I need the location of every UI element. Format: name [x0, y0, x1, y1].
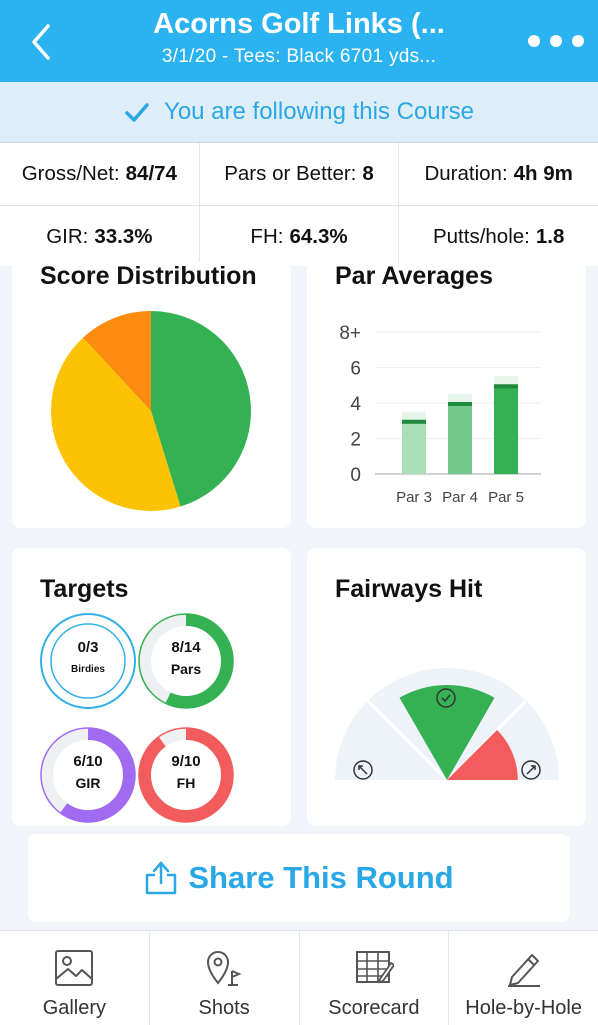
round-subtitle: 3/1/20 - Tees: Black 6701 yds...	[161, 46, 437, 67]
stats-row: GIR: 33.3% FH: 64.3% Putts/hole: 1.8	[0, 205, 598, 268]
y-tick-label: 4	[350, 394, 361, 415]
bar-range	[494, 376, 518, 386]
miss-right-icon	[521, 760, 541, 780]
target-value: 8/14	[171, 639, 201, 656]
back-button[interactable]	[24, 20, 60, 64]
checkmark-icon	[125, 103, 149, 122]
follow-text: You are following this Course	[164, 98, 474, 125]
bar-par-4	[448, 403, 472, 474]
bar-avg-marker	[448, 402, 472, 406]
target-ring-border	[40, 727, 136, 823]
fh-stat: FH: 64.3%	[198, 206, 399, 268]
round-stats: Gross/Net: 84/74 Pars or Better: 8 Duratio…	[0, 142, 598, 268]
tab-scorecard[interactable]: Scorecard	[298, 931, 449, 1025]
par-averages-title: Par Averages	[335, 262, 493, 290]
target-ring-progress	[139, 728, 233, 822]
share-label: Share This Round	[188, 860, 454, 895]
y-tick-label: 8+	[339, 323, 361, 344]
share-icon	[146, 861, 177, 895]
y-tick-label: 0	[350, 465, 361, 486]
target-label: Birdies	[71, 664, 105, 675]
target-ring-border	[138, 727, 234, 823]
course-title: Acorns Golf Links (...	[153, 8, 445, 40]
gauge-divider	[366, 699, 449, 782]
score-distribution-title: Score Distribution	[40, 262, 257, 290]
targets-rings	[40, 613, 234, 823]
target-label: GIR	[75, 775, 101, 791]
x-tick-label: Par 3	[396, 489, 432, 506]
par-averages-card[interactable]: Par Averages 0 2 4 6 8+ Par 3 Par 4 Par 5	[307, 262, 586, 528]
target-ring-progress	[41, 728, 135, 822]
x-tick-label: Par 5	[488, 489, 524, 506]
fairways-hit-title: Fairways Hit	[335, 575, 483, 603]
pie-slice-1	[51, 337, 181, 511]
y-tick-label: 2	[350, 430, 361, 451]
miss-left-icon	[353, 760, 373, 780]
score-distribution-pie	[51, 311, 251, 511]
header-bar: Acorns Golf Links (... 3/1/20 - Tees: Bl…	[0, 0, 598, 82]
bar-par-3	[402, 420, 426, 474]
follow-banner[interactable]: You are following this Course	[0, 82, 598, 142]
bar-range	[448, 394, 472, 403]
map-pin-icon	[207, 951, 242, 986]
target-value: 9/10	[171, 753, 201, 770]
target-value: 6/10	[73, 753, 103, 770]
targets-card[interactable]: Targets 0/3 Birdies 8/14 Pars 6/10 GIR 9/10 FH	[12, 548, 291, 826]
bar-avg-marker	[402, 419, 426, 424]
target-ring-outer	[40, 613, 136, 709]
bar-par-5	[494, 385, 518, 474]
target-value: 0/3	[77, 639, 99, 656]
gross-net-stat: Gross/Net: 84/74	[21, 162, 177, 185]
fairways-hit-card[interactable]: Fairways Hit	[307, 548, 586, 826]
bottom-tab-bar: Gallery Shots Scorecard Hole-by-Hol	[0, 930, 598, 1025]
fairway-segment-hit	[399, 685, 495, 780]
bar-avg-marker	[494, 384, 518, 389]
pie-slice-0	[151, 311, 251, 507]
targets-title: Targets	[40, 575, 129, 603]
gallery-icon	[55, 950, 94, 986]
pie-slice-2	[83, 311, 151, 411]
scorecard-icon	[355, 951, 394, 984]
target-ring-inner	[50, 623, 126, 699]
y-tick-label: 6	[350, 359, 361, 380]
target-label: FH	[176, 775, 196, 791]
target-label: Pars	[170, 661, 202, 677]
pars-or-better-stat: Pars or Better: 8	[198, 143, 399, 205]
more-dots-icon	[528, 35, 540, 47]
stats-row: Gross/Net: 84/74 Pars or Better: 8 Duratio…	[0, 142, 598, 205]
more-button[interactable]	[528, 28, 584, 54]
fairways-hit-chart	[335, 668, 559, 782]
duration-stat: Duration: 4h 9m	[398, 143, 598, 205]
gir-stat: GIR: 33.3%	[46, 225, 153, 248]
share-round-button[interactable]: Share This Round	[28, 834, 570, 922]
target-ring-progress	[139, 614, 233, 708]
bar-range	[402, 411, 426, 421]
fairway-hit-icon	[436, 688, 456, 708]
fairway-segment-right	[447, 729, 518, 780]
putts-stat: Putts/hole: 1.8	[398, 206, 598, 268]
target-ring-border	[138, 613, 234, 709]
x-tick-label: Par 4	[442, 489, 478, 506]
par-averages-chart: 0 2 4 6 8+ Par 3 Par 4 Par 5	[339, 323, 541, 506]
score-distribution-card[interactable]: Score Distribution	[12, 262, 291, 528]
chevron-left-icon	[32, 24, 50, 60]
tab-hole-by-hole[interactable]: Hole-by-Hole	[448, 931, 598, 1025]
tab-gallery[interactable]: Gallery	[0, 931, 149, 1025]
pencil-icon	[507, 954, 540, 987]
tab-shots[interactable]: Shots	[148, 931, 299, 1025]
